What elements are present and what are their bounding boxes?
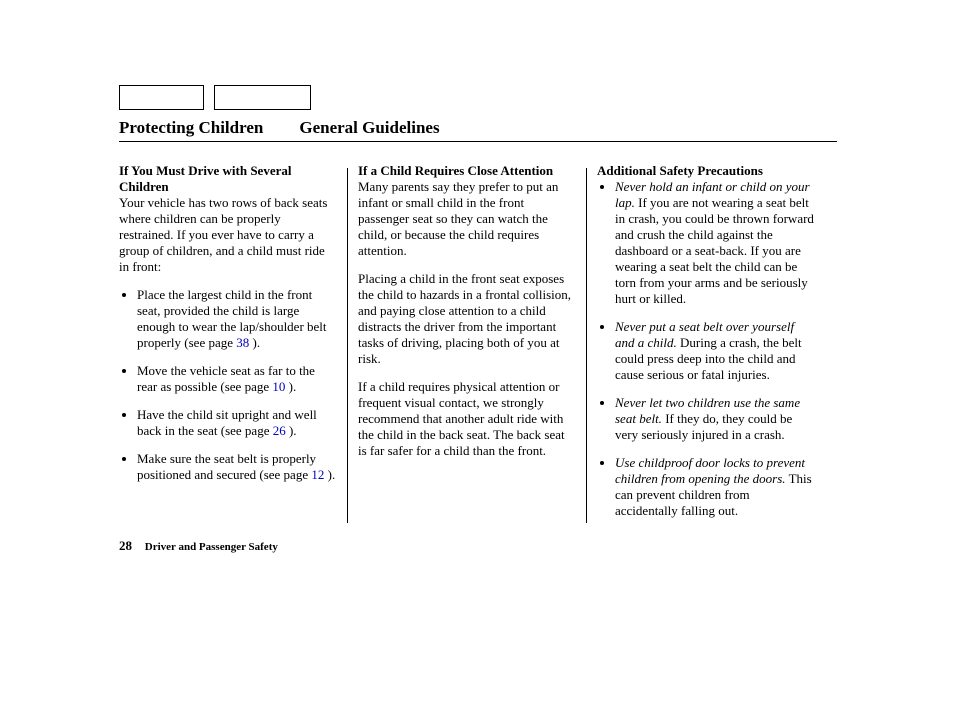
footer-section: Driver and Passenger Safety — [145, 541, 278, 553]
c3-b4: Use childproof door locks to prevent chi… — [615, 455, 815, 519]
column-1: If You Must Drive with Several Children … — [119, 163, 347, 523]
c1-heading: If You Must Drive with Several Children — [119, 163, 337, 195]
c2-p2: Placing a child in the front seat expose… — [358, 271, 576, 367]
c3-heading: Additional Safety Precautions — [597, 163, 815, 179]
c3-b1: Never hold an infant or child on your la… — [615, 179, 815, 307]
c3-b2: Never put a seat belt over yourself and … — [615, 319, 815, 383]
c1-b2: Move the vehicle seat as far to the rear… — [137, 363, 337, 395]
column-3: Additional Safety Precautions Never hold… — [587, 163, 825, 523]
c3-bullets: Never hold an infant or child on your la… — [597, 179, 815, 519]
header-box-1 — [119, 85, 204, 110]
body-columns: If You Must Drive with Several Children … — [119, 163, 825, 523]
c1-bullets: Place the largest child in the front sea… — [119, 287, 337, 483]
c1-b1: Place the largest child in the front sea… — [137, 287, 337, 351]
pageref-26[interactable]: 26 — [273, 423, 286, 438]
page-title-row: Protecting Children General Guidelines — [119, 118, 837, 138]
title-left: Protecting Children — [119, 118, 263, 137]
c1-b4: Make sure the seat belt is properly posi… — [137, 451, 337, 483]
title-underline — [119, 141, 837, 142]
page-number: 28 — [119, 538, 132, 553]
c2-p1: Many parents say they prefer to put an i… — [358, 179, 576, 259]
header-box-2 — [214, 85, 311, 110]
title-right: General Guidelines — [299, 118, 439, 137]
c2-heading: If a Child Requires Close Attention — [358, 163, 576, 179]
c1-b3: Have the child sit upright and well back… — [137, 407, 337, 439]
empty-header-boxes — [119, 85, 311, 110]
pageref-10[interactable]: 10 — [272, 379, 285, 394]
c1-intro: Your vehicle has two rows of back seats … — [119, 195, 337, 275]
pageref-12[interactable]: 12 — [311, 467, 324, 482]
c2-p3: If a child requires physical attention o… — [358, 379, 576, 459]
column-2: If a Child Requires Close Attention Many… — [348, 163, 586, 523]
page-footer: 28 Driver and Passenger Safety — [119, 538, 278, 554]
pageref-38[interactable]: 38 — [236, 335, 249, 350]
c3-b3: Never let two children use the same seat… — [615, 395, 815, 443]
